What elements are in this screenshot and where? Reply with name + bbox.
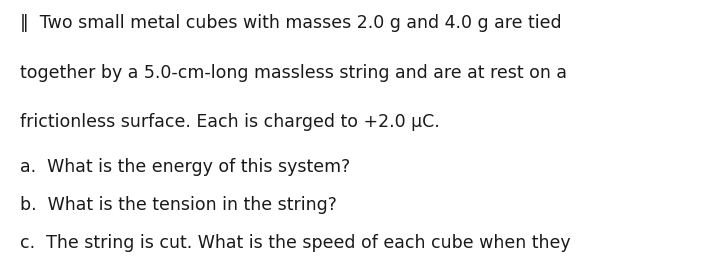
Text: a.  What is the energy of this system?: a. What is the energy of this system? <box>20 158 350 176</box>
Text: together by a 5.0-cm-long massless string and are at rest on a: together by a 5.0-cm-long massless strin… <box>20 64 567 82</box>
Text: b.  What is the tension in the string?: b. What is the tension in the string? <box>20 196 336 214</box>
Text: frictionless surface. Each is charged to +2.0 μC.: frictionless surface. Each is charged to… <box>20 113 439 132</box>
Text: c.  The string is cut. What is the speed of each cube when they: c. The string is cut. What is the speed … <box>20 235 570 252</box>
Text: ‖  Two small metal cubes with masses 2.0 g and 4.0 g are tied: ‖ Two small metal cubes with masses 2.0 … <box>20 14 561 32</box>
